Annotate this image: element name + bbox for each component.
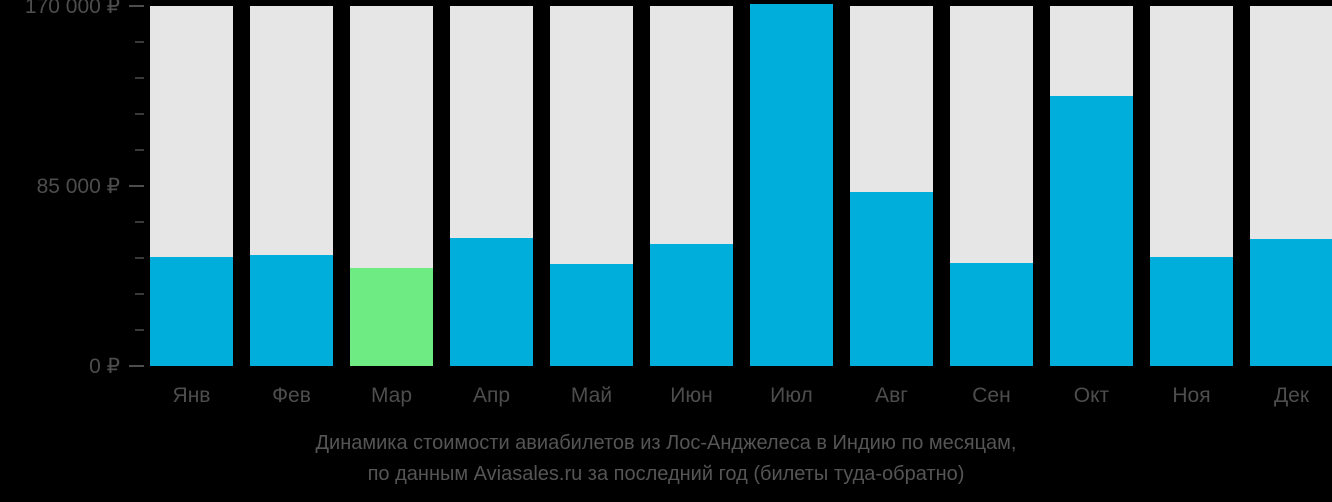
caption-line-2: по данным Aviasales.ru за последний год …: [367, 463, 965, 485]
x-axis-label: Апр: [472, 384, 511, 407]
x-axis-label: Июн: [670, 384, 713, 407]
y-axis-minor-tick: [135, 329, 144, 331]
chart-caption: Динамика стоимости авиабилетов из Лос-Ан…: [0, 428, 1332, 490]
bar-column[interactable]: Июн: [650, 0, 733, 502]
bar-column[interactable]: Дек: [1250, 0, 1332, 502]
bar[interactable]: [450, 238, 533, 366]
plot-area: Янв Фев Мар Апр Май Июн Июл Авг Сен Окт Ноя Дек: [150, 0, 1332, 502]
caption-line-1: Динамика стоимости авиабилетов из Лос-Ан…: [315, 432, 1017, 454]
bar-column[interactable]: Авг: [850, 0, 933, 502]
bar[interactable]: [750, 3, 833, 366]
bar[interactable]: [1150, 256, 1233, 366]
bar-column[interactable]: Июл: [750, 0, 833, 502]
bar[interactable]: [950, 263, 1033, 366]
x-axis-label: Июл: [770, 384, 813, 407]
bar[interactable]: [850, 191, 933, 366]
x-axis-label: Сен: [972, 384, 1011, 407]
x-axis-label: Фев: [272, 384, 311, 407]
y-axis-tick-mark: [129, 185, 144, 187]
bar-column[interactable]: Апр: [450, 0, 533, 502]
y-axis-tick-label: 170 000 ₽: [24, 0, 120, 18]
x-axis-label: Дек: [1273, 384, 1310, 407]
bar-column[interactable]: Ноя: [1150, 0, 1233, 502]
x-axis-label: Окт: [1073, 384, 1110, 407]
y-axis-minor-tick: [135, 41, 144, 43]
bar-highlighted[interactable]: [350, 267, 433, 366]
y-axis: 0 ₽ 85 000 ₽ 170 000 ₽: [0, 0, 150, 502]
y-axis-minor-tick: [135, 293, 144, 295]
bar[interactable]: [550, 263, 633, 366]
bar[interactable]: [650, 244, 733, 366]
bar[interactable]: [150, 256, 233, 366]
y-axis-minor-tick: [135, 149, 144, 151]
y-axis-minor-tick: [135, 113, 144, 115]
x-axis-label: Янв: [172, 384, 211, 407]
x-axis-label: Авг: [875, 384, 908, 407]
bar-column[interactable]: Мар: [350, 0, 433, 502]
y-axis-tick-mark: [129, 5, 144, 7]
y-axis-minor-tick: [135, 221, 144, 223]
y-axis-tick-label: 0 ₽: [89, 354, 120, 378]
bar-column[interactable]: Сен: [950, 0, 1033, 502]
y-axis-tick-label: 85 000 ₽: [36, 174, 120, 198]
x-axis-label: Май: [570, 384, 613, 407]
bar-column[interactable]: Янв: [150, 0, 233, 502]
bar-column[interactable]: Окт: [1050, 0, 1133, 502]
x-axis-label: Ноя: [1172, 384, 1211, 407]
x-axis-label: Мар: [370, 384, 413, 407]
bar-column[interactable]: Фев: [250, 0, 333, 502]
y-axis-tick-mark: [129, 365, 144, 367]
y-axis-minor-tick: [135, 257, 144, 259]
bar-column[interactable]: Май: [550, 0, 633, 502]
bar[interactable]: [1250, 238, 1332, 366]
y-axis-minor-tick: [135, 77, 144, 79]
bar[interactable]: [250, 255, 333, 366]
bar[interactable]: [1050, 96, 1133, 366]
